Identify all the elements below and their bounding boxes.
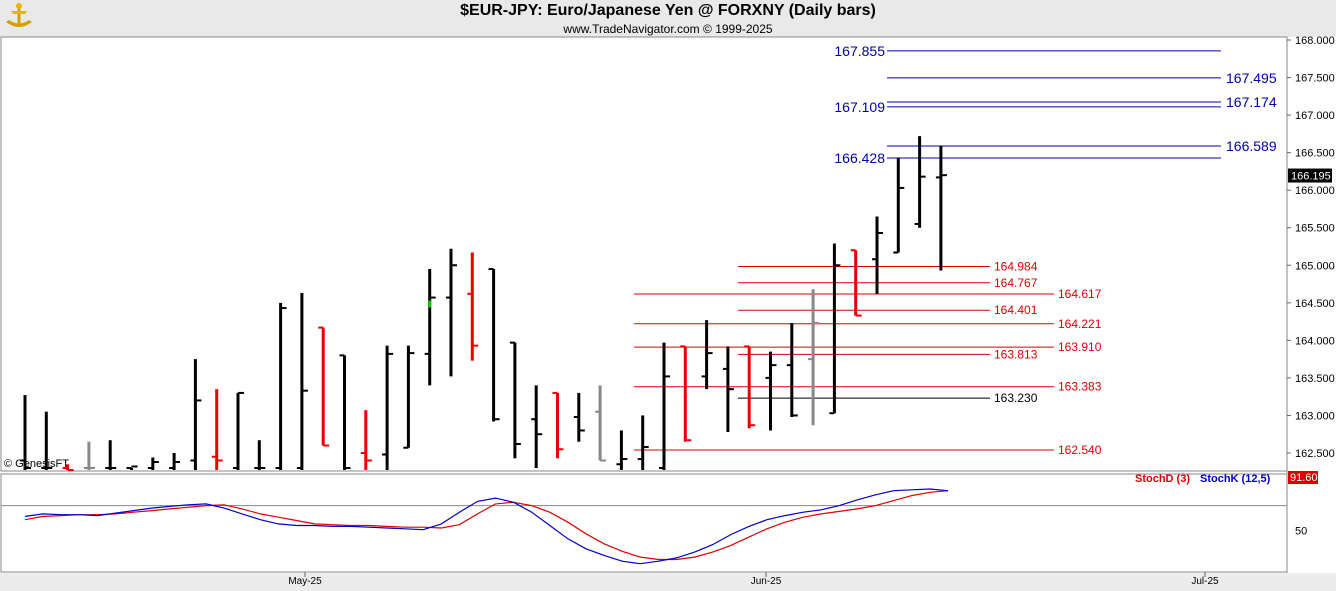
x-tick-label: May-25 [288, 576, 322, 587]
level-label: 167.109 [834, 99, 885, 115]
level-label: 163.383 [1058, 380, 1102, 394]
price-bar [595, 385, 607, 462]
genesis-logo-icon [6, 3, 32, 27]
price-bar [211, 389, 223, 470]
price-bar [893, 157, 905, 254]
y-tick-label: 164.000 [1295, 335, 1335, 347]
price-bar [424, 269, 436, 386]
price-bar [659, 342, 670, 470]
chart-subtitle: www.TradeNavigator.com © 1999-2025 [563, 22, 773, 36]
x-tick-label: Jun-25 [751, 576, 782, 587]
y-tick-label: 163.500 [1295, 373, 1335, 385]
price-bar [488, 268, 500, 422]
price-bar [403, 345, 415, 449]
price-bar [382, 345, 394, 470]
stoch-last-label: 91.60 [1290, 472, 1318, 484]
price-bar [169, 452, 181, 470]
price-bar [105, 440, 117, 470]
y-tick-label: 166.000 [1295, 185, 1335, 197]
price-bar [147, 457, 159, 470]
price-bar [254, 440, 266, 470]
level-label: 162.540 [1058, 443, 1102, 457]
level-label: 167.855 [834, 43, 885, 59]
price-bar [914, 136, 926, 228]
y-tick-label: 165.500 [1295, 223, 1335, 235]
price-bar [701, 320, 713, 390]
price-bar [233, 391, 244, 470]
price-bar [722, 346, 734, 432]
level-label: 167.174 [1226, 94, 1277, 110]
y-tick-label: 166.500 [1295, 148, 1335, 160]
price-bar [339, 354, 351, 470]
chart-title: $EUR-JPY: Euro/Japanese Yen @ FORXNY (Da… [460, 2, 876, 19]
price-bar [62, 464, 74, 471]
y-tick-label: 167.500 [1295, 73, 1335, 85]
price-bar [935, 145, 947, 271]
level-label: 164.617 [1058, 287, 1102, 301]
stoch-line [24, 490, 949, 561]
level-label: 164.984 [994, 259, 1038, 273]
level-label: 164.767 [994, 276, 1038, 290]
price-bar [573, 392, 585, 442]
stoch-plot-area [0, 473, 1288, 573]
price-bar [275, 302, 287, 470]
x-tick-label: Jul-25 [1191, 576, 1219, 587]
price-bar [744, 345, 756, 429]
last-price-label: 166.195 [1291, 171, 1331, 183]
price-bar [509, 341, 521, 459]
legend-stoch-k: StochK (12,5) [1200, 473, 1271, 485]
y-tick-label: 165.000 [1295, 260, 1335, 272]
price-bar [296, 293, 308, 470]
watermark: © GenesisFT [4, 458, 69, 470]
y-tick-label: 164.500 [1295, 298, 1335, 310]
level-label: 164.401 [994, 303, 1038, 317]
y-tick-label: 168.000 [1295, 35, 1335, 47]
price-bar [616, 430, 628, 470]
price-bar [850, 249, 862, 317]
price-bar [872, 216, 883, 294]
price-bar [552, 391, 564, 459]
price-bar [808, 289, 820, 426]
last-price-box [1288, 168, 1332, 183]
y-tick-label: 162.500 [1295, 448, 1335, 460]
level-label: 166.428 [834, 150, 885, 166]
level-label: 163.813 [994, 347, 1038, 361]
price-bar [318, 326, 330, 447]
level-label: 167.495 [1226, 70, 1277, 86]
level-label: 164.221 [1058, 317, 1102, 331]
level-label: 163.910 [1058, 340, 1102, 354]
price-bar [83, 441, 95, 470]
price-bar [126, 465, 138, 470]
price-bar [786, 323, 798, 417]
title-bar [0, 0, 1336, 37]
price-bar [41, 411, 53, 470]
price-bar [637, 415, 649, 470]
price-bar [20, 395, 31, 470]
y-tick-label: 163.000 [1295, 410, 1335, 422]
price-bar [190, 359, 202, 470]
price-bar [467, 252, 479, 361]
stoch-line [24, 488, 949, 565]
price-bar [360, 410, 372, 470]
price-axis-area [1287, 37, 1336, 554]
price-bar [531, 385, 543, 469]
stoch-last-box [1288, 471, 1318, 484]
price-bar [680, 345, 692, 442]
stoch-tick-label: 50 [1295, 526, 1307, 538]
price-bar [829, 243, 841, 415]
y-tick-label: 167.000 [1295, 110, 1335, 122]
level-label: 166.589 [1226, 138, 1277, 154]
date-axis-area [0, 573, 1336, 591]
level-label: 163.230 [994, 391, 1038, 405]
price-bar [446, 248, 457, 377]
price-bar [765, 351, 777, 431]
legend-stoch-d: StochD (3) [1135, 473, 1190, 485]
